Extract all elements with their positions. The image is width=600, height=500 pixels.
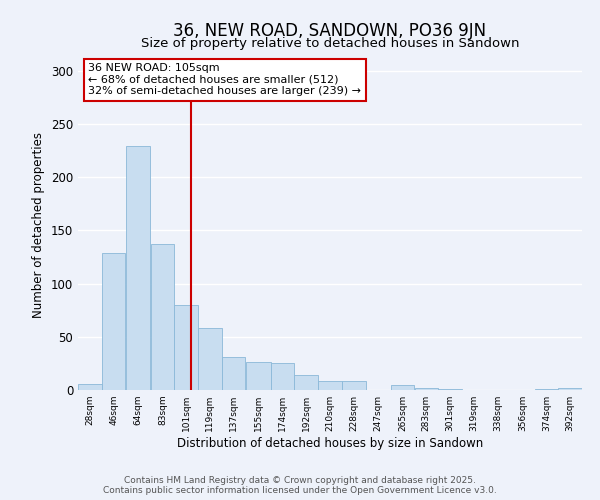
Bar	[318, 382, 342, 390]
Bar	[271, 364, 294, 390]
Title: 36, NEW ROAD, SANDOWN, PO36 9JN
Size of property relative to detached houses in : 36, NEW ROAD, SANDOWN, PO36 9JN Size of …	[0, 499, 1, 500]
Bar	[198, 328, 221, 390]
Bar	[125, 146, 151, 390]
Bar	[439, 389, 462, 390]
Bar	[559, 388, 582, 390]
X-axis label: Distribution of detached houses by size in Sandown: Distribution of detached houses by size …	[177, 437, 483, 450]
Y-axis label: Number of detached properties: Number of detached properties	[32, 132, 46, 318]
Bar	[102, 252, 125, 390]
Bar	[342, 382, 365, 390]
Text: Contains HM Land Registry data © Crown copyright and database right 2025.
Contai: Contains HM Land Registry data © Crown c…	[103, 476, 497, 495]
Text: 36, NEW ROAD, SANDOWN, PO36 9JN: 36, NEW ROAD, SANDOWN, PO36 9JN	[173, 22, 487, 40]
Bar	[415, 388, 438, 390]
Bar	[222, 357, 245, 390]
Bar	[245, 362, 271, 390]
Bar	[78, 384, 101, 390]
Bar	[151, 244, 174, 390]
Bar	[535, 389, 558, 390]
Bar	[295, 375, 318, 390]
Bar	[391, 384, 415, 390]
Text: 36 NEW ROAD: 105sqm
← 68% of detached houses are smaller (512)
32% of semi-detac: 36 NEW ROAD: 105sqm ← 68% of detached ho…	[88, 64, 361, 96]
Text: Size of property relative to detached houses in Sandown: Size of property relative to detached ho…	[141, 38, 519, 51]
Bar	[175, 305, 198, 390]
